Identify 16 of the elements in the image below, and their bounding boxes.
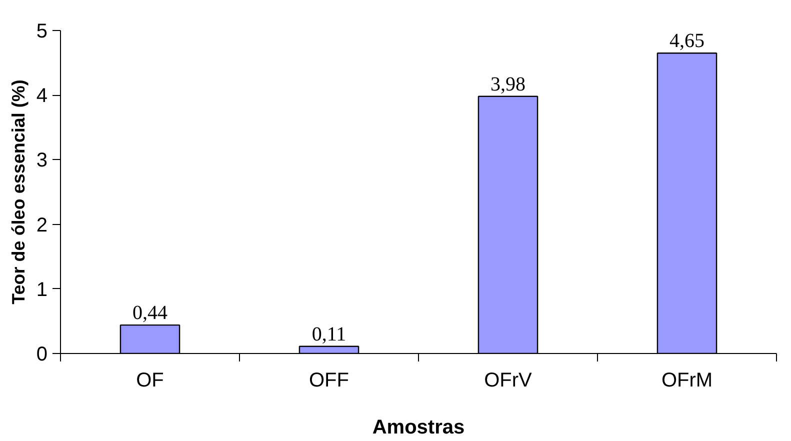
data-label: 0,44: [132, 302, 168, 324]
y-tick-label: 2: [36, 214, 48, 236]
x-tick-label: OFF: [309, 370, 350, 392]
y-tick-label: 1: [36, 278, 48, 301]
y-axis-title: Teor de óleo essencial (%): [8, 80, 28, 304]
y-tick-label: 4: [36, 85, 48, 108]
y-tick-label: 0: [36, 344, 48, 366]
x-tick-label: OFrV: [484, 370, 533, 392]
x-axis-title: Amostras: [372, 416, 465, 438]
data-label: 3,98: [490, 73, 526, 96]
data-label: 4,65: [670, 30, 704, 52]
y-tick-label: 3: [36, 150, 48, 172]
x-tick-label: OFrM: [661, 370, 713, 392]
data-label: 0,11: [312, 323, 346, 346]
y-tick-label: 5: [36, 20, 48, 42]
x-tick-label: OF: [136, 370, 164, 392]
